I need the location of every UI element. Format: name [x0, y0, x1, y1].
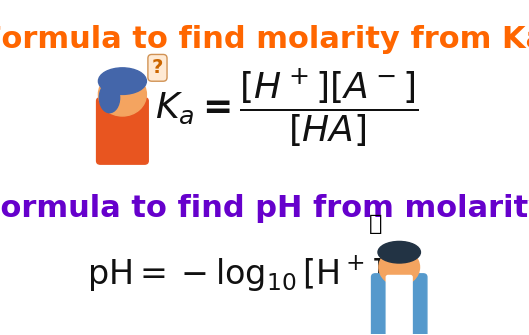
FancyBboxPatch shape [97, 98, 148, 164]
Circle shape [379, 249, 419, 285]
Text: 💡: 💡 [369, 214, 382, 234]
Circle shape [98, 73, 147, 116]
Text: $\boldsymbol{K_a = \dfrac{[H^+][A^-]}{[HA]}}$: $\boldsymbol{K_a = \dfrac{[H^+][A^-]}{[H… [155, 66, 418, 149]
Text: Formula to find molarity from Ka: Formula to find molarity from Ka [0, 25, 529, 54]
Ellipse shape [98, 68, 147, 94]
Text: $\mathrm{pH = -log_{10}\,[H^+]}$: $\mathrm{pH = -log_{10}\,[H^+]}$ [87, 254, 383, 293]
FancyBboxPatch shape [371, 274, 427, 335]
Text: ?: ? [152, 58, 163, 77]
Text: Formula to find pH from molarity: Formula to find pH from molarity [0, 194, 529, 223]
Ellipse shape [99, 83, 120, 113]
FancyBboxPatch shape [386, 275, 412, 335]
Ellipse shape [378, 242, 421, 263]
